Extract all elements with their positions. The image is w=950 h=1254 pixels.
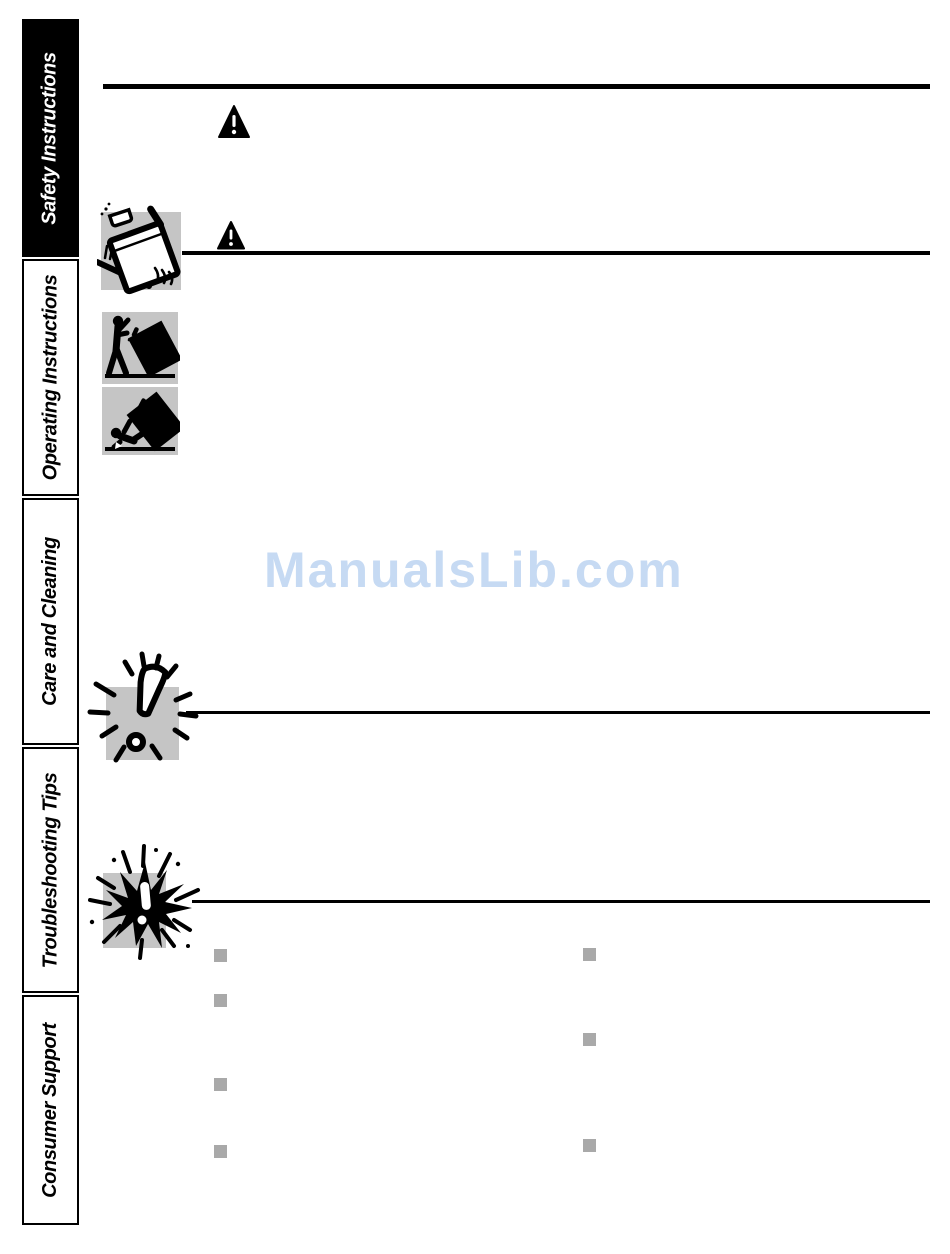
tip-over-crush-fallen-icon [102,387,180,455]
list-bullet [583,948,596,961]
explosion-burst-icon [88,844,200,960]
list-bullet [214,994,227,1007]
tip-over-crush-standing-icon [102,312,180,384]
sidebar-tab-label: Care and Cleaning [39,537,62,706]
sidebar-tab-label: Consumer Support [39,1022,61,1198]
section-divider-rule [192,900,930,903]
sidebar-tab-troubleshooting-tips: Troubleshooting Tips [22,747,79,993]
sidebar-tab-label: Troubleshooting Tips [39,772,62,968]
header-rule [103,84,930,89]
exclamation-caution-icon [87,651,199,763]
section-divider-rule [182,251,930,255]
sidebar-tab-safety-instructions: Safety Instructions [22,19,79,257]
warning-triangle-icon [217,221,245,250]
section-divider-rule [186,711,930,714]
sidebar-tab-label: Operating Instructions [39,274,62,481]
list-bullet [214,1078,227,1091]
sidebar-tab-consumer-support: Consumer Support [22,995,79,1225]
sidebar-tab-operating-instructions: Operating Instructions [22,259,79,496]
manualslib-watermark: ManualsLib.com [264,542,684,598]
range-tip-over-icon [97,202,181,295]
list-bullet [214,949,227,962]
sidebar-tab-care-and-cleaning: Care and Cleaning [22,498,79,745]
sidebar-tab-label: Safety Instructions [39,51,62,225]
list-bullet [583,1139,596,1152]
list-bullet [214,1145,227,1158]
list-bullet [583,1033,596,1046]
warning-triangle-icon [218,105,250,138]
